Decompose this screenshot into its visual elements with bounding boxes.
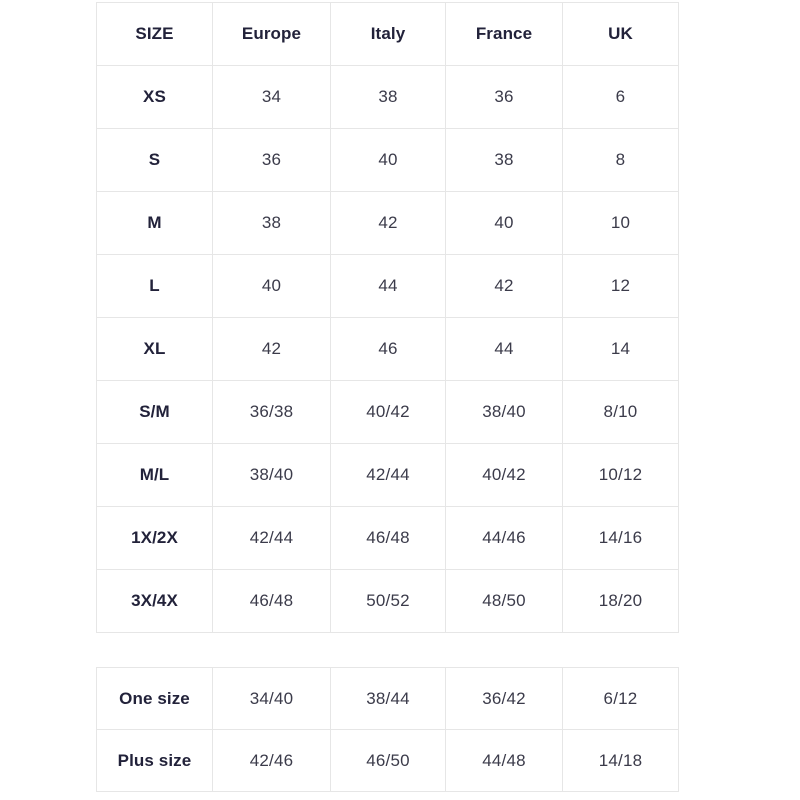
cell-italy: 40	[330, 128, 446, 192]
size-chart-container: SIZE Europe Italy France UK XS 34 38 36 …	[96, 2, 679, 792]
row-label: 3X/4X	[96, 569, 213, 633]
cell-italy: 38/44	[330, 667, 446, 730]
table-row: Plus size 42/46 46/50 44/48 14/18	[96, 729, 679, 792]
table-body: One size 34/40 38/44 36/42 6/12 Plus siz…	[96, 667, 679, 792]
table-row: 3X/4X 46/48 50/52 48/50 18/20	[96, 569, 679, 633]
table-header-row: SIZE Europe Italy France UK	[96, 2, 679, 66]
one-size-plus-size-table: One size 34/40 38/44 36/42 6/12 Plus siz…	[96, 667, 679, 792]
cell-france: 48/50	[445, 569, 563, 633]
cell-europe: 34	[212, 65, 331, 129]
table-spacer	[96, 633, 678, 667]
cell-europe: 46/48	[212, 569, 331, 633]
cell-italy: 46/50	[330, 729, 446, 792]
table-row: S 36 40 38 8	[96, 128, 679, 192]
table-body: XS 34 38 36 6 S 36 40 38 8 M 38 42 40 10	[96, 65, 679, 633]
column-header-italy: Italy	[330, 2, 446, 66]
cell-italy: 42/44	[330, 443, 446, 507]
cell-europe: 42	[212, 317, 331, 381]
cell-france: 36/42	[445, 667, 563, 730]
cell-uk: 10/12	[562, 443, 679, 507]
cell-italy: 40/42	[330, 380, 446, 444]
cell-uk: 14/18	[562, 729, 679, 792]
cell-france: 42	[445, 254, 563, 318]
cell-uk: 6/12	[562, 667, 679, 730]
cell-europe: 40	[212, 254, 331, 318]
cell-italy: 46/48	[330, 506, 446, 570]
table-row: XL 42 46 44 14	[96, 317, 679, 381]
row-label: S/M	[96, 380, 213, 444]
table-header: SIZE Europe Italy France UK	[96, 2, 679, 66]
cell-italy: 44	[330, 254, 446, 318]
cell-uk: 6	[562, 65, 679, 129]
table-row: M/L 38/40 42/44 40/42 10/12	[96, 443, 679, 507]
row-label: One size	[96, 667, 213, 730]
table-row: XS 34 38 36 6	[96, 65, 679, 129]
column-header-uk: UK	[562, 2, 679, 66]
cell-italy: 38	[330, 65, 446, 129]
row-label: 1X/2X	[96, 506, 213, 570]
cell-france: 44	[445, 317, 563, 381]
row-label: XL	[96, 317, 213, 381]
row-label: S	[96, 128, 213, 192]
cell-uk: 8	[562, 128, 679, 192]
cell-italy: 46	[330, 317, 446, 381]
cell-europe: 38/40	[212, 443, 331, 507]
cell-uk: 12	[562, 254, 679, 318]
cell-france: 38/40	[445, 380, 563, 444]
cell-italy: 50/52	[330, 569, 446, 633]
cell-france: 40/42	[445, 443, 563, 507]
cell-europe: 34/40	[212, 667, 331, 730]
column-header-europe: Europe	[212, 2, 331, 66]
international-size-conversion-table: SIZE Europe Italy France UK XS 34 38 36 …	[96, 2, 679, 633]
cell-europe: 42/44	[212, 506, 331, 570]
cell-europe: 36	[212, 128, 331, 192]
row-label: Plus size	[96, 729, 213, 792]
cell-europe: 38	[212, 191, 331, 255]
cell-france: 44/46	[445, 506, 563, 570]
cell-uk: 10	[562, 191, 679, 255]
column-header-size: SIZE	[96, 2, 213, 66]
table-row: M 38 42 40 10	[96, 191, 679, 255]
cell-italy: 42	[330, 191, 446, 255]
cell-france: 36	[445, 65, 563, 129]
table-row: 1X/2X 42/44 46/48 44/46 14/16	[96, 506, 679, 570]
cell-france: 44/48	[445, 729, 563, 792]
table-row: L 40 44 42 12	[96, 254, 679, 318]
cell-uk: 14/16	[562, 506, 679, 570]
cell-uk: 18/20	[562, 569, 679, 633]
row-label: XS	[96, 65, 213, 129]
cell-france: 40	[445, 191, 563, 255]
table-row: S/M 36/38 40/42 38/40 8/10	[96, 380, 679, 444]
row-label: L	[96, 254, 213, 318]
cell-uk: 8/10	[562, 380, 679, 444]
cell-france: 38	[445, 128, 563, 192]
cell-europe: 42/46	[212, 729, 331, 792]
cell-uk: 14	[562, 317, 679, 381]
row-label: M	[96, 191, 213, 255]
table-row: One size 34/40 38/44 36/42 6/12	[96, 667, 679, 730]
cell-europe: 36/38	[212, 380, 331, 444]
row-label: M/L	[96, 443, 213, 507]
column-header-france: France	[445, 2, 563, 66]
